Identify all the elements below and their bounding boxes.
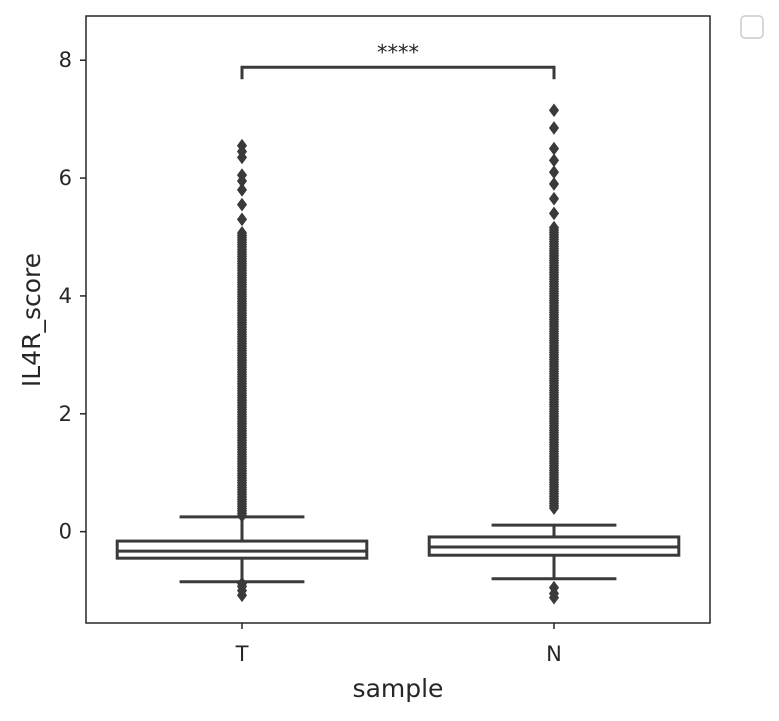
- outlier-point: [236, 182, 248, 197]
- outlier-point: [548, 206, 560, 221]
- x-tick-label: N: [546, 642, 562, 666]
- x-tick-label: T: [235, 642, 249, 666]
- significance-label: ****: [377, 40, 419, 64]
- outlier-point: [548, 165, 560, 180]
- significance-annotation: ****: [240, 40, 556, 80]
- outlier-point: [548, 220, 560, 235]
- outlier-point: [548, 191, 560, 206]
- plot-frame: [85, 15, 711, 624]
- outlier-point: [548, 141, 560, 156]
- outlier-point: [236, 225, 248, 240]
- outlier-point: [236, 212, 248, 227]
- outlier-point: [236, 138, 248, 153]
- y-tick-label: 2: [59, 402, 72, 426]
- y-tick-label: 8: [59, 48, 72, 72]
- outlier-point: [548, 177, 560, 191]
- x-axis-label: sample: [353, 674, 444, 703]
- outlier-point: [236, 588, 248, 603]
- y-tick-label: 0: [59, 520, 72, 544]
- y-axis: 0 2 4 6 8: [59, 48, 86, 544]
- outlier-point: [236, 197, 248, 212]
- y-axis-label: IL4R_score: [17, 253, 46, 387]
- outlier-point: [548, 590, 560, 605]
- outlier-point: [548, 103, 560, 118]
- outlier-point: [236, 168, 248, 183]
- legend-box: [740, 15, 764, 39]
- box-series: [115, 103, 681, 605]
- y-tick-label: 6: [59, 166, 72, 190]
- outlier-point: [548, 153, 560, 168]
- outlier-point: [548, 121, 560, 135]
- y-tick-label: 4: [59, 284, 72, 308]
- significance-bracket: [240, 65, 556, 80]
